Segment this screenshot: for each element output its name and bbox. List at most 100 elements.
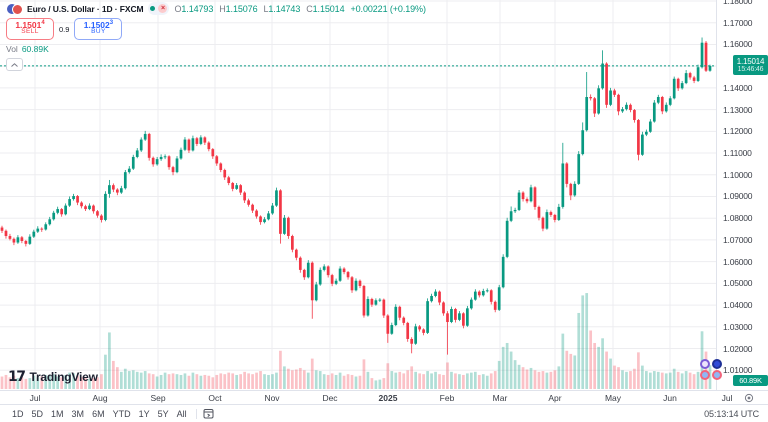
tradingview-logo[interactable]: 17 TradingView xyxy=(8,369,98,385)
candle-body xyxy=(92,205,95,212)
volume-bar xyxy=(402,373,406,389)
tradingview-mark-icon: 17 xyxy=(8,369,26,385)
candle-body xyxy=(24,241,28,244)
volume-bar xyxy=(414,371,418,389)
candle-body xyxy=(402,317,406,323)
volume-bar xyxy=(577,312,581,389)
volume-bar xyxy=(84,378,87,389)
range-button-1m[interactable]: 1M xyxy=(51,408,64,419)
candle-body xyxy=(215,156,219,164)
range-button-6m[interactable]: 6M xyxy=(92,408,105,419)
calendar-icon xyxy=(203,409,214,419)
candle-body xyxy=(291,236,294,250)
volume-bar xyxy=(259,371,262,389)
candle-body xyxy=(151,157,155,165)
candlestick-plot[interactable] xyxy=(0,0,716,390)
candle-body xyxy=(454,308,457,320)
volume-bar xyxy=(342,375,346,389)
price-axis[interactable]: 1.15014 15:46:46 60.89K 1.18000 1.17000 1.… xyxy=(716,0,768,390)
volume-bar xyxy=(517,364,521,389)
volume-bar xyxy=(533,370,537,389)
candle-body xyxy=(625,104,628,110)
time-axis-label: Mar xyxy=(492,393,508,403)
candle-body xyxy=(207,142,211,150)
candle-body xyxy=(577,154,581,184)
candle-body xyxy=(605,63,608,105)
volume-bar xyxy=(549,371,553,389)
volume-bar xyxy=(275,372,278,389)
candle-body xyxy=(231,183,235,189)
price-axis-label: 1.11000 xyxy=(723,148,752,159)
range-button-ytd[interactable]: YTD xyxy=(112,408,131,419)
volume-bar xyxy=(581,295,585,389)
close-icon[interactable]: × xyxy=(158,4,168,13)
spread-value: 0.9 xyxy=(59,24,70,34)
volume-bar xyxy=(215,374,219,389)
candle-body xyxy=(302,269,306,278)
volume-bar xyxy=(346,374,350,389)
reaction-emoji-laugh[interactable] xyxy=(700,370,710,380)
volume-bar xyxy=(60,377,64,389)
volume-bar xyxy=(426,371,429,389)
volume-bar xyxy=(155,376,159,389)
candle-body xyxy=(271,205,274,214)
candle-body xyxy=(473,291,477,300)
volume-bar xyxy=(458,374,461,389)
range-button-5y[interactable]: 5Y xyxy=(157,408,169,419)
price-axis-label: 1.08000 xyxy=(723,213,753,224)
volume-bar xyxy=(167,374,171,389)
candle-body xyxy=(660,97,664,112)
candle-body xyxy=(112,185,115,190)
volume-bar xyxy=(235,374,239,389)
volume-bar xyxy=(72,373,75,389)
candle-body xyxy=(629,104,632,111)
volume-bar xyxy=(545,372,549,389)
reaction-emoji-blue[interactable] xyxy=(712,359,722,369)
volume-bar xyxy=(104,354,107,389)
volume-bar xyxy=(557,366,561,389)
volume-bar xyxy=(664,373,668,389)
volume-bar xyxy=(291,370,294,389)
candle-body xyxy=(100,215,103,220)
volume-bar xyxy=(573,355,577,389)
buy-button[interactable]: 1.15023 BUY xyxy=(74,18,123,40)
candle-body xyxy=(585,97,589,131)
reaction-emoji-laugh[interactable] xyxy=(712,370,722,380)
reaction-emoji-dizzy[interactable] xyxy=(700,359,710,369)
volume-bar xyxy=(52,374,56,389)
candle-body xyxy=(676,78,680,89)
range-button-3m[interactable]: 3M xyxy=(71,408,85,419)
go-to-date-button[interactable] xyxy=(202,407,216,421)
current-price-label: 1.15014 15:46:46 xyxy=(733,55,768,75)
candle-body xyxy=(684,73,688,84)
candle-body xyxy=(4,230,8,237)
volume-bar xyxy=(147,373,151,389)
time-axis[interactable]: Jul Aug Sep Oct Nov Dec 2025 Feb Mar Apr May Jun Jul xyxy=(0,390,768,405)
volume-bar xyxy=(680,373,684,389)
range-button-all[interactable]: All xyxy=(176,408,187,419)
range-button-5d[interactable]: 5D xyxy=(31,408,44,419)
volume-bar xyxy=(442,374,445,389)
utc-clock[interactable]: 05:13:14 UTC xyxy=(704,408,759,419)
volume-bar xyxy=(350,374,354,389)
time-axis-settings-gear-icon[interactable] xyxy=(744,393,754,403)
candle-body xyxy=(700,42,704,68)
price-chart[interactable]: Euro / U.S. Dollar · 1D · FXCM × O1.1479… xyxy=(0,0,722,390)
collapse-legend-button[interactable] xyxy=(6,58,23,71)
range-button-1d[interactable]: 1D xyxy=(12,408,24,419)
volume-bar xyxy=(521,367,525,389)
volume-bar xyxy=(406,370,410,389)
volume-bar xyxy=(625,371,628,389)
volume-bar xyxy=(422,374,425,389)
chevron-up-icon xyxy=(11,62,18,67)
range-button-1y[interactable]: 1Y xyxy=(138,408,150,419)
candle-body xyxy=(573,183,577,196)
candle-body xyxy=(279,190,282,234)
symbol-title[interactable]: Euro / U.S. Dollar · 1D · FXCM xyxy=(27,3,144,14)
sell-button[interactable]: 1.15014 SELL xyxy=(6,18,54,40)
candle-body xyxy=(692,77,696,81)
candle-body xyxy=(187,139,191,151)
candle-body xyxy=(350,277,354,291)
volume-bar xyxy=(565,350,569,389)
candle-body xyxy=(199,137,203,144)
